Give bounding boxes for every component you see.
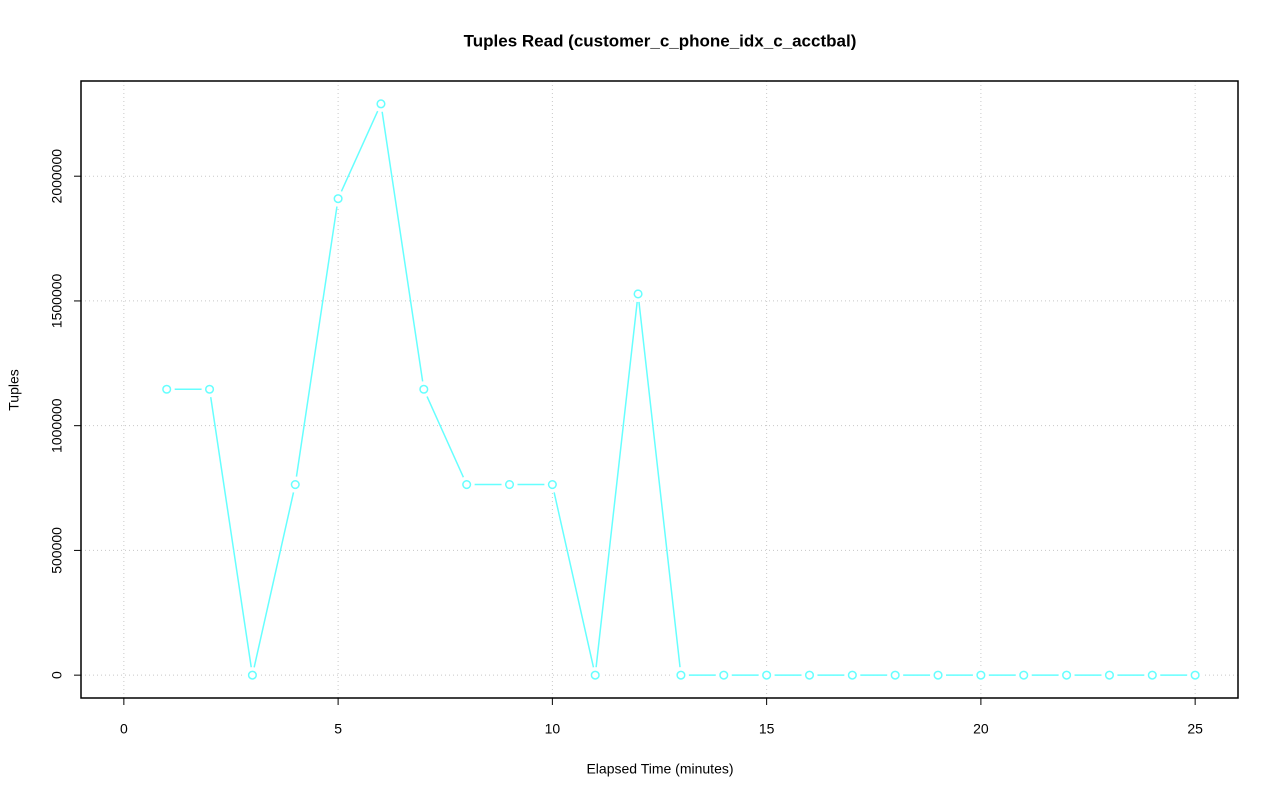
point — [719, 670, 729, 680]
point — [976, 670, 986, 680]
x-tick-label: 5 — [334, 721, 342, 737]
plot-frame — [80, 80, 1239, 699]
y-tick-label: 500000 — [49, 527, 65, 574]
point — [762, 670, 772, 680]
x-tick-label: 10 — [545, 721, 561, 737]
y-tick-label: 0 — [49, 671, 65, 679]
x-tick-label: 0 — [120, 721, 128, 737]
point — [504, 479, 515, 490]
y-tick-label: 1000000 — [49, 398, 65, 453]
point — [890, 670, 900, 680]
point — [333, 194, 343, 204]
point — [247, 670, 257, 680]
point — [419, 384, 429, 394]
point — [676, 670, 686, 680]
point — [633, 289, 643, 299]
point — [290, 479, 300, 490]
point — [205, 384, 215, 394]
point — [847, 670, 857, 680]
point — [933, 670, 943, 680]
point — [1019, 670, 1029, 680]
point — [162, 384, 172, 394]
point — [590, 670, 600, 680]
chart-title: Tuples Read (customer_c_phone_idx_c_acct… — [464, 31, 857, 50]
y-tick-label: 2000000 — [49, 149, 65, 204]
point — [1147, 670, 1157, 680]
x-tick-label: 25 — [1187, 721, 1203, 737]
x-axis-label: Elapsed Time (minutes) — [586, 761, 733, 777]
point — [462, 479, 472, 490]
x-tick-label: 20 — [973, 721, 989, 737]
line — [166, 101, 1196, 676]
y-axis-label: Tuples — [6, 369, 22, 411]
point — [804, 670, 815, 680]
point — [1190, 670, 1200, 680]
point — [1104, 670, 1114, 680]
point — [376, 99, 386, 109]
y-tick-label: 1500000 — [49, 273, 65, 328]
point — [547, 479, 557, 490]
point — [1062, 670, 1072, 680]
x-tick-label: 15 — [759, 721, 775, 737]
